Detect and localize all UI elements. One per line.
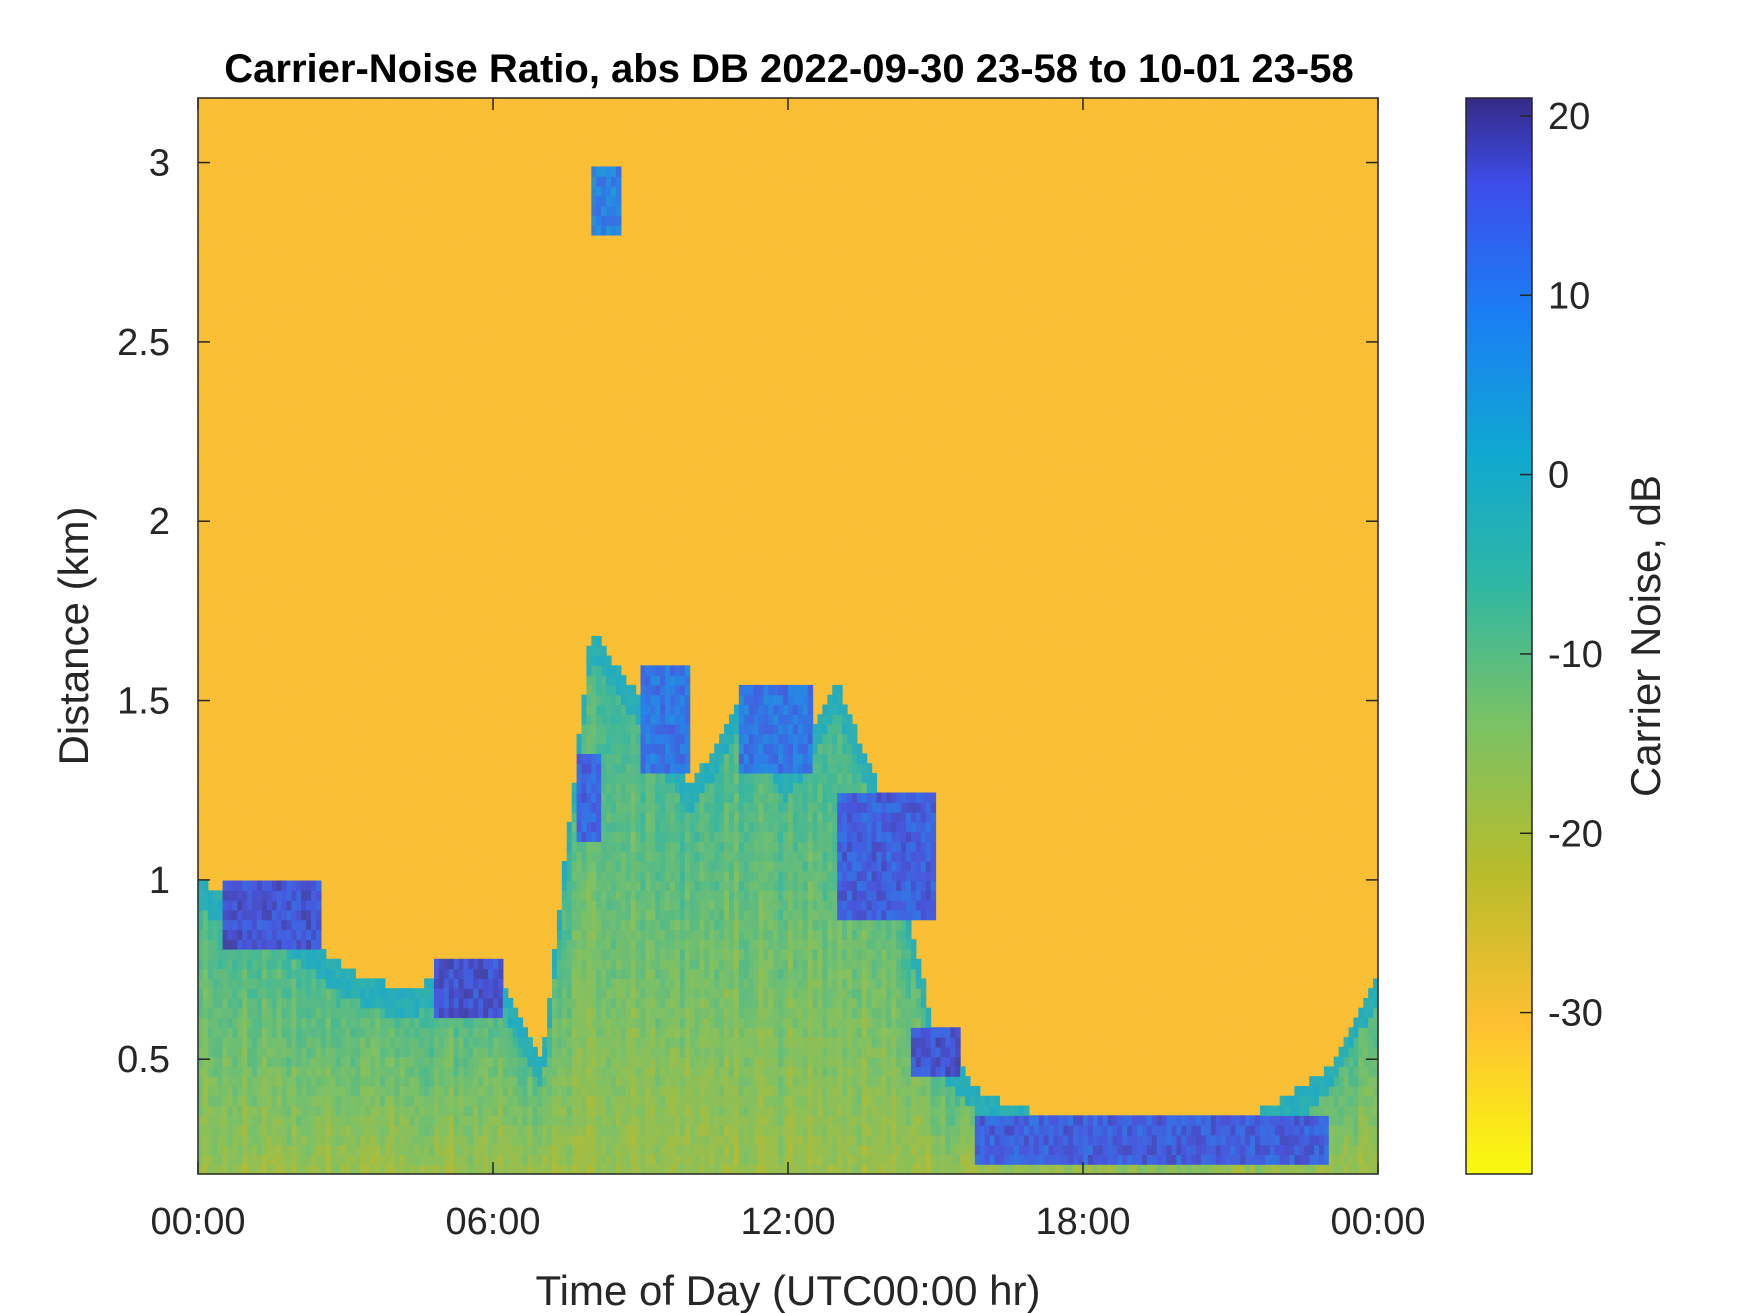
heatmap (198, 98, 1378, 1174)
chart-title: Carrier-Noise Ratio, abs DB 2022-09-30 2… (224, 47, 1353, 91)
